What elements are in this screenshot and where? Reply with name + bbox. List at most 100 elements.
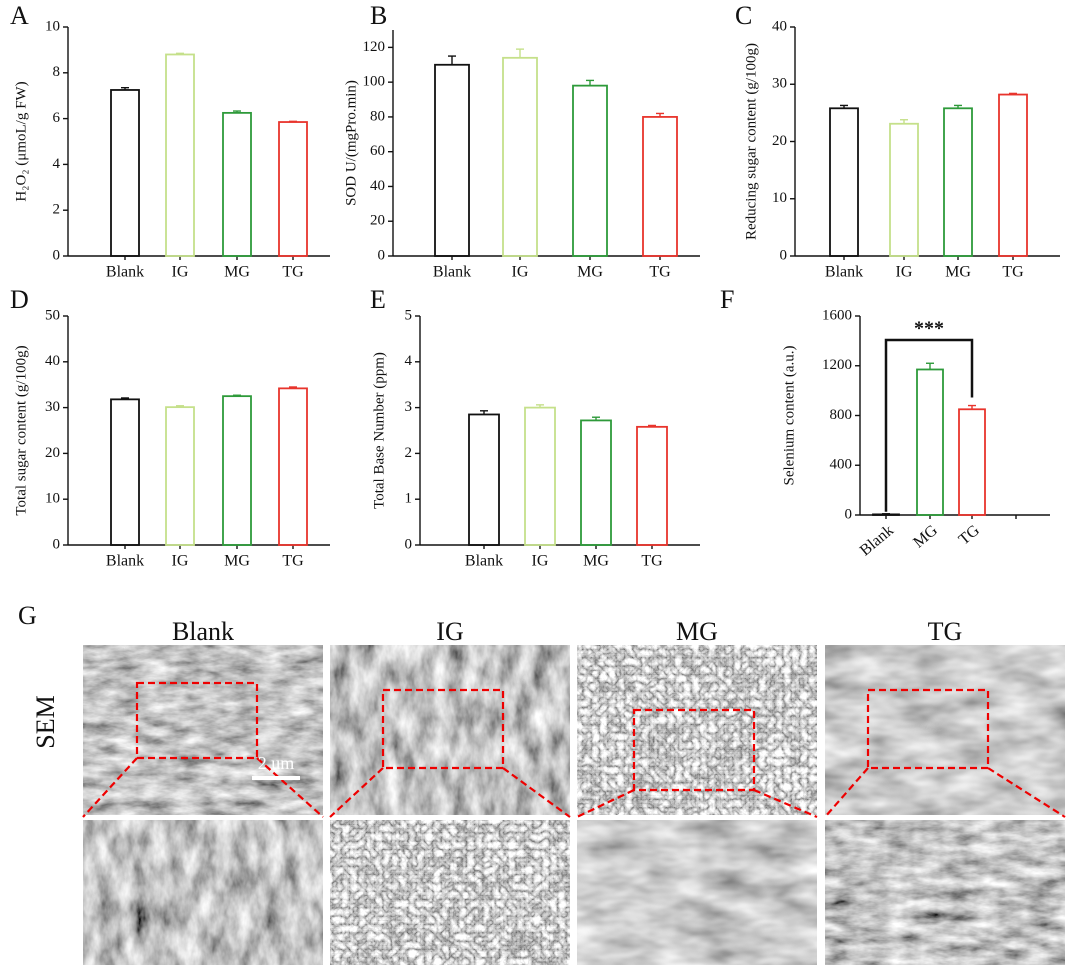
panel-label: C [735,1,752,30]
zoom-line [502,767,571,818]
x-tick-label: TG [641,553,663,570]
bar [636,425,668,546]
y-tick-label: 0 [405,536,413,552]
y-tick-label: 20 [45,445,60,461]
x-tick-label: TG [956,522,984,549]
bar [222,111,252,257]
y-tick-label: 1200 [822,357,852,373]
y-tick-label: 10 [45,18,60,34]
y-tick-label: 40 [370,178,385,194]
bar [165,53,195,257]
bar [829,107,859,257]
zoom-box [381,688,505,770]
zoom-line [987,767,1066,818]
y-tick-label: 120 [363,39,386,55]
bar [580,419,612,546]
bar [468,413,500,546]
sem-image [577,645,817,815]
x-tick-label: Blank [465,553,503,570]
bar [889,122,919,257]
x-tick-label: Blank [857,522,897,560]
x-tick-label: TG [649,264,671,281]
panel-label: A [10,1,29,30]
sem-image [330,645,570,815]
x-tick-label: MG [910,522,941,552]
bar [222,395,252,546]
y-tick-label: 40 [772,18,787,34]
bar [110,89,140,257]
y-tick-label: 1600 [822,307,852,323]
x-tick-label: MG [577,264,603,281]
y-tick-label: 0 [845,506,853,522]
column-title: Blank [172,617,234,646]
bar [572,84,608,257]
bar [110,398,140,546]
sem-zoom-image [330,820,570,965]
x-tick-label: MG [583,553,609,570]
y-tick-label: 5 [405,307,413,323]
panel-label: G [18,601,37,630]
sem-zoom-image [83,820,323,965]
bar [524,406,556,546]
y-tick-label: 40 [45,353,60,369]
bar [278,121,308,257]
y-tick-label: 800 [830,407,853,423]
bar [502,56,538,257]
x-tick-label: Blank [106,553,144,570]
x-tick-label: MG [945,264,971,281]
panel-label: E [370,285,386,314]
y-tick-label: 2 [405,445,413,461]
y-tick-label: 0 [53,247,61,263]
y-tick-label: 4 [405,353,413,369]
bar [916,368,944,516]
zoom-line [753,788,818,819]
sem-zoom-image [577,820,817,965]
x-tick-label: IG [172,264,189,281]
y-tick-label: 30 [772,76,787,92]
row-label: SEM [31,695,60,748]
zoom-box [632,708,756,792]
y-tick-label: 80 [370,108,385,124]
column-title: TG [928,617,963,646]
y-tick-label: 100 [363,74,386,90]
y-axis-label: Total Base Number (ppm) [371,352,387,509]
y-axis-label: Reducing sugar content (g/100g) [743,43,759,240]
y-tick-label: 10 [772,190,787,206]
x-tick-label: MG [224,264,250,281]
significance-bracket [884,338,974,512]
sem-zoom-image [825,820,1065,965]
y-tick-label: 400 [830,457,853,473]
y-tick-label: 2 [53,202,61,218]
x-tick-label: TG [282,264,304,281]
bar [278,387,308,546]
panel-label: B [370,1,387,30]
y-axis-label: Total sugar content (g/100g) [13,345,29,515]
bar [872,513,900,516]
zoom-line [329,767,384,818]
y-tick-label: 0 [378,247,386,263]
y-tick-label: 3 [405,399,413,415]
x-tick-label: MG [224,553,250,570]
y-tick-label: 20 [370,213,385,229]
x-tick-label: IG [896,264,913,281]
y-tick-label: 60 [370,143,385,159]
zoom-box [866,688,990,770]
x-tick-label: IG [512,264,529,281]
zoom-box [135,681,259,760]
x-tick-label: IG [172,553,189,570]
y-tick-label: 4 [53,156,61,172]
y-tick-label: 0 [53,536,61,552]
y-tick-label: 50 [45,307,60,323]
y-axis-label: H₂O₂ (μmoL/g FW) [13,81,29,201]
bar [958,408,986,516]
y-tick-label: 30 [45,399,60,415]
x-tick-label: TG [282,553,304,570]
panel-label: D [10,285,29,314]
bar [943,107,973,257]
zoom-line [82,757,138,818]
y-axis-label: Selenium content (a.u.) [781,346,797,486]
x-tick-label: TG [1002,264,1024,281]
bar [642,116,678,257]
y-tick-label: 20 [772,133,787,149]
